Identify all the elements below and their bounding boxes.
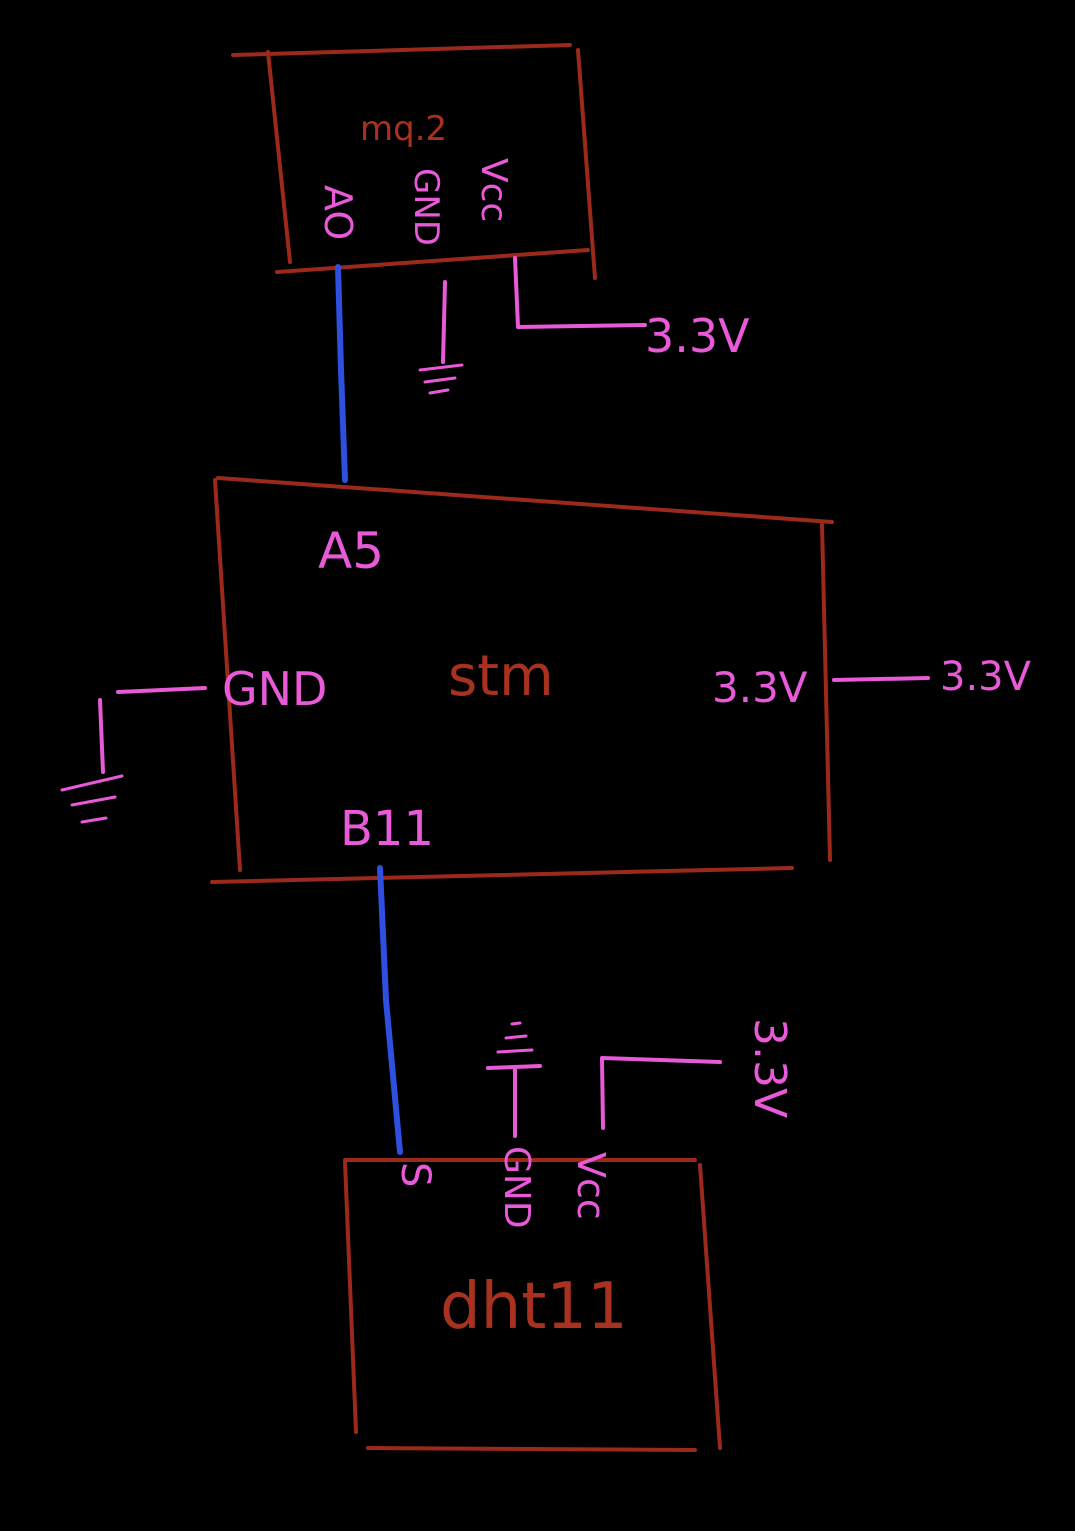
dht11-pin-s-label: S <box>392 1162 438 1187</box>
stm-pin-3v3-label: 3.3V <box>712 663 808 712</box>
mq2-vcc-rail-label: 3.3V <box>645 309 750 363</box>
mq2-gnd-wire <box>441 280 447 364</box>
mq2-sensor: mq.2 AO GND Vcc <box>231 43 597 280</box>
stm-ground <box>60 686 207 824</box>
stm-label: stm <box>448 644 554 709</box>
mq2-vcc-wire <box>513 256 647 329</box>
dht11-pin-gnd-label: GND <box>496 1146 537 1229</box>
stm-supply-rail-label: 3.3V <box>940 654 1032 700</box>
stm-supply-rail: 3.3V <box>832 654 1032 700</box>
dht11-sensor: dht11 S GND Vcc <box>343 1146 722 1452</box>
data-wire-b11-s <box>377 865 403 1155</box>
dht11-ground <box>486 1021 542 1138</box>
stm-pin-a5-label: A5 <box>318 522 384 580</box>
mq2-ground <box>418 280 464 395</box>
mq2-pin-ao-label: AO <box>316 185 360 240</box>
stm-outline <box>210 476 834 884</box>
stm-pin-b11-label: B11 <box>340 801 434 857</box>
dht11-vcc-rail-label: 3.3V <box>744 1018 795 1118</box>
stm-gnd-wire <box>116 686 207 694</box>
dht11-vcc-rail: 3.3V <box>600 1018 795 1130</box>
mq2-pin-vcc-label: Vcc <box>473 158 514 222</box>
mq2-pin-gnd-label: GND <box>406 168 446 246</box>
ground-icon <box>60 774 124 824</box>
ground-icon <box>496 1021 534 1054</box>
stm-3v3-wire <box>832 676 930 682</box>
dht11-vcc-wire <box>600 1056 722 1130</box>
stm-board: stm A5 GND 3.3V B11 <box>210 476 834 884</box>
dht11-outline <box>343 1158 722 1452</box>
dht11-gnd-wire <box>486 1064 542 1138</box>
data-wire-ao-a5 <box>335 264 348 483</box>
ground-icon <box>418 363 464 395</box>
dht11-label: dht11 <box>440 1270 628 1344</box>
mq2-outline <box>231 43 597 280</box>
dht11-pin-vcc-label: Vcc <box>569 1152 613 1220</box>
stm-gnd-drop <box>98 698 105 774</box>
mq2-vcc-rail: 3.3V <box>513 256 750 363</box>
mq2-label: mq.2 <box>360 109 447 149</box>
stm-pin-gnd-label: GND <box>222 662 327 716</box>
